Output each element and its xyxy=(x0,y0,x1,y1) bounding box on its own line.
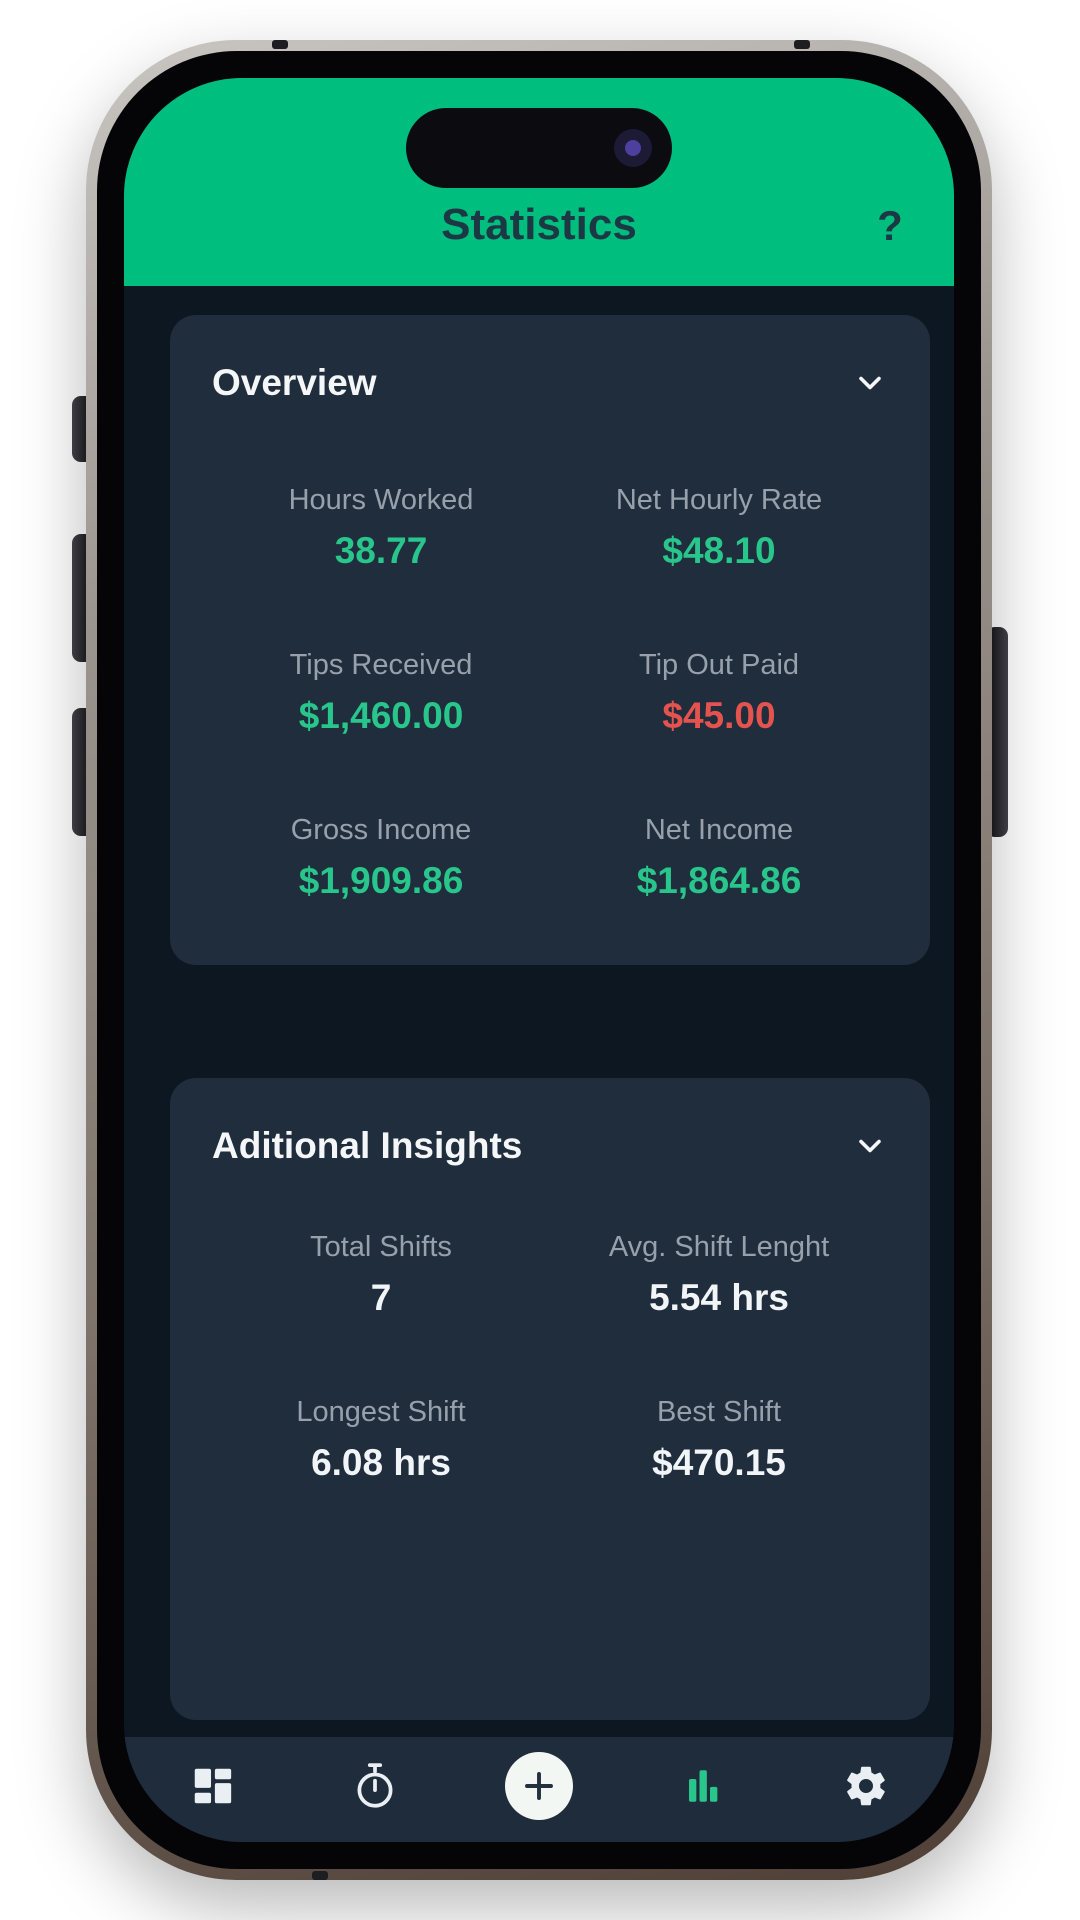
phone-bezel: Statistics ? Overview Hours Worked 38.77… xyxy=(97,51,981,1869)
stat-value: $48.10 xyxy=(662,530,776,571)
bottom-nav xyxy=(124,1737,954,1842)
overview-card-title: Overview xyxy=(212,362,377,403)
stat-cell: Tips Received $1,460.00 xyxy=(212,648,550,737)
stat-value: 7 xyxy=(370,1277,392,1318)
bar-chart-icon xyxy=(688,1769,717,1802)
chevron-down-icon[interactable] xyxy=(852,1128,888,1164)
stat-value: $1,909.86 xyxy=(298,860,464,901)
page-title: Statistics xyxy=(441,200,637,249)
phone-frame: Statistics ? Overview Hours Worked 38.77… xyxy=(86,40,992,1880)
stat-label: Hours Worked xyxy=(288,484,474,516)
stat-cell: Avg. Shift Lenght 5.54 hrs xyxy=(550,1230,888,1319)
insights-stats-grid: Total Shifts 7 Avg. Shift Lenght 5.54 hr… xyxy=(212,1230,888,1484)
app-header: Statistics ? xyxy=(124,78,954,286)
dashboard-icon xyxy=(194,1768,231,1803)
nav-add[interactable] xyxy=(504,1751,574,1821)
front-camera-icon xyxy=(614,129,652,167)
stat-value: $470.15 xyxy=(652,1442,786,1483)
add-icon xyxy=(525,1771,553,1800)
insights-card-title: Aditional Insights xyxy=(212,1125,523,1166)
stat-label: Total Shifts xyxy=(310,1231,452,1263)
nav-dashboard[interactable] xyxy=(177,1751,247,1821)
stat-cell: Total Shifts 7 xyxy=(212,1230,550,1319)
antenna-line xyxy=(794,40,810,49)
stat-label: Longest Shift xyxy=(296,1396,466,1428)
stat-cell: Best Shift $470.15 xyxy=(550,1395,888,1484)
stat-value: 6.08 hrs xyxy=(311,1442,451,1483)
dynamic-island xyxy=(406,108,672,188)
stat-label: Best Shift xyxy=(656,1396,782,1428)
timer-icon xyxy=(357,1762,393,1808)
nav-statistics[interactable] xyxy=(668,1751,738,1821)
stat-label: Avg. Shift Lenght xyxy=(608,1231,830,1263)
stat-label: Net Income xyxy=(644,814,794,846)
overview-card: Overview Hours Worked 38.77 Net Hourly R… xyxy=(170,315,930,965)
stat-cell: Net Income $1,864.86 xyxy=(550,813,888,902)
stat-value: 38.77 xyxy=(334,530,428,571)
help-button[interactable]: ? xyxy=(877,202,903,249)
settings-icon xyxy=(847,1766,885,1805)
stat-value: $1,864.86 xyxy=(636,860,802,901)
stat-label: Tips Received xyxy=(289,649,473,681)
stat-cell: Hours Worked 38.77 xyxy=(212,483,550,572)
antenna-line xyxy=(272,40,288,49)
chevron-down-icon[interactable] xyxy=(852,365,888,401)
stat-cell: Net Hourly Rate $48.10 xyxy=(550,483,888,572)
stat-value: $1,460.00 xyxy=(298,695,464,736)
stat-value: $45.00 xyxy=(662,695,776,736)
stat-label: Net Hourly Rate xyxy=(615,484,823,516)
stat-label: Tip Out Paid xyxy=(638,649,800,681)
stat-value: 5.54 hrs xyxy=(649,1277,789,1318)
stat-cell: Gross Income $1,909.86 xyxy=(212,813,550,902)
antenna-line xyxy=(312,1871,328,1880)
nav-settings[interactable] xyxy=(831,1751,901,1821)
stat-label: Gross Income xyxy=(290,814,472,846)
add-button[interactable] xyxy=(504,1751,573,1820)
overview-stats-grid: Hours Worked 38.77 Net Hourly Rate $48.1… xyxy=(212,483,888,902)
insights-card: Aditional Insights Total Shifts 7 Avg. S… xyxy=(170,1078,930,1720)
nav-timer[interactable] xyxy=(340,1751,410,1821)
phone-screen: Statistics ? Overview Hours Worked 38.77… xyxy=(124,78,954,1842)
stat-cell: Tip Out Paid $45.00 xyxy=(550,648,888,737)
stat-cell: Longest Shift 6.08 hrs xyxy=(212,1395,550,1484)
